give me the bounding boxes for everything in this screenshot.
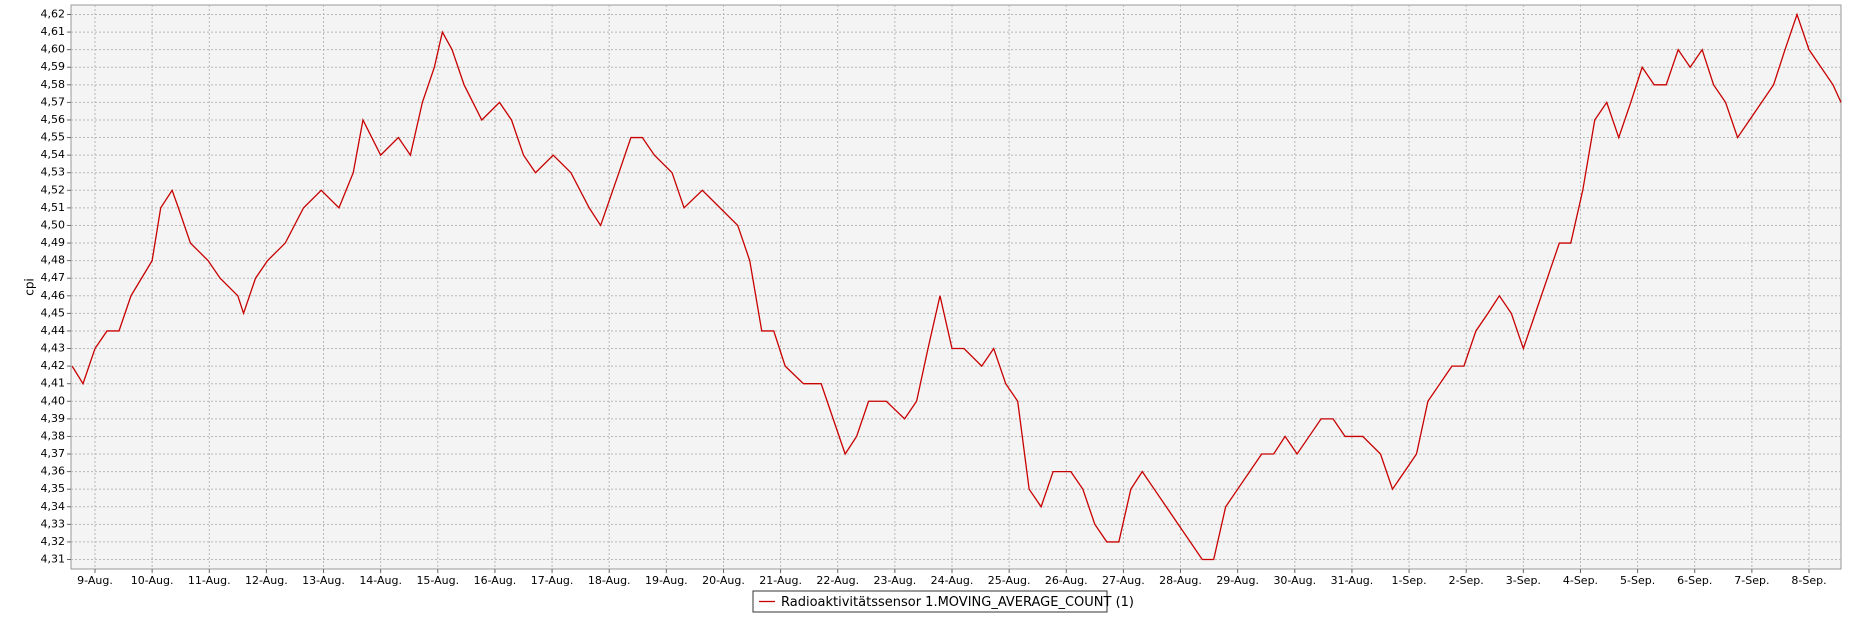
y-tick-label: 4,46 bbox=[41, 289, 66, 302]
y-tick-label: 4,62 bbox=[41, 7, 66, 20]
y-tick-label: 4,31 bbox=[41, 553, 66, 566]
x-tick-label: 25-Aug. bbox=[988, 574, 1031, 587]
x-tick-label: 4-Sep. bbox=[1563, 574, 1598, 587]
x-tick-label: 8-Sep. bbox=[1791, 574, 1826, 587]
x-tick-label: 22-Aug. bbox=[816, 574, 859, 587]
x-tick-label: 1-Sep. bbox=[1391, 574, 1426, 587]
y-tick-label: 4,36 bbox=[41, 465, 66, 478]
y-tick-label: 4,49 bbox=[41, 236, 66, 249]
x-tick-label: 9-Aug. bbox=[77, 574, 113, 587]
x-tick-label: 16-Aug. bbox=[474, 574, 517, 587]
y-tick-label: 4,37 bbox=[41, 447, 66, 460]
x-tick-label: 20-Aug. bbox=[702, 574, 745, 587]
y-tick-label: 4,48 bbox=[41, 254, 66, 267]
y-tick-label: 4,32 bbox=[41, 535, 66, 548]
data-line bbox=[71, 12, 1842, 561]
x-tick-label: 3-Sep. bbox=[1506, 574, 1541, 587]
y-tick-label: 4,40 bbox=[41, 394, 66, 407]
y-tick-label: 4,60 bbox=[41, 43, 66, 56]
x-tick-label: 23-Aug. bbox=[874, 574, 917, 587]
x-tick-label: 2-Sep. bbox=[1449, 574, 1484, 587]
legend-label: Radioaktivitätssensor 1.MOVING_AVERAGE_C… bbox=[781, 595, 1134, 610]
y-tick-label: 4,47 bbox=[41, 271, 66, 284]
x-tick-label: 26-Aug. bbox=[1045, 574, 1088, 587]
x-tick-label: 10-Aug. bbox=[131, 574, 174, 587]
y-tick-label: 4,50 bbox=[41, 218, 66, 231]
y-tick-label: 4,38 bbox=[41, 429, 66, 442]
y-tick-label: 4,55 bbox=[41, 131, 66, 144]
x-tick-label: 24-Aug. bbox=[931, 574, 974, 587]
x-tick-label: 12-Aug. bbox=[245, 574, 288, 587]
y-tick-label: 4,45 bbox=[41, 306, 66, 319]
x-tick-label: 28-Aug. bbox=[1159, 574, 1202, 587]
y-tick-label: 4,42 bbox=[41, 359, 66, 372]
y-tick-label: 4,35 bbox=[41, 482, 66, 495]
x-tick-label: 11-Aug. bbox=[188, 574, 231, 587]
y-tick-label: 4,57 bbox=[41, 95, 66, 108]
y-tick-label: 4,59 bbox=[41, 60, 66, 73]
y-tick-label: 4,61 bbox=[41, 25, 66, 38]
y-axis-label: cpi bbox=[23, 278, 37, 296]
y-tick-label: 4,54 bbox=[41, 148, 66, 161]
y-tick-label: 4,33 bbox=[41, 517, 66, 530]
y-tick-label: 4,51 bbox=[41, 201, 66, 214]
y-tick-label: 4,41 bbox=[41, 377, 66, 390]
y-tick-label: 4,34 bbox=[41, 500, 66, 513]
x-tick-label: 19-Aug. bbox=[645, 574, 688, 587]
x-tick-label: 29-Aug. bbox=[1216, 574, 1259, 587]
y-tick-label: 4,56 bbox=[41, 113, 66, 126]
x-tick-label: 14-Aug. bbox=[359, 574, 402, 587]
y-tick-label: 4,39 bbox=[41, 412, 66, 425]
x-tick-label: 27-Aug. bbox=[1102, 574, 1145, 587]
x-tick-label: 5-Sep. bbox=[1620, 574, 1655, 587]
x-tick-label: 21-Aug. bbox=[759, 574, 802, 587]
x-tick-label: 18-Aug. bbox=[588, 574, 631, 587]
y-tick-label: 4,53 bbox=[41, 166, 66, 179]
x-tick-label: 15-Aug. bbox=[416, 574, 459, 587]
x-tick-label: 30-Aug. bbox=[1273, 574, 1316, 587]
legend-box bbox=[752, 590, 1108, 613]
x-tick-label: 13-Aug. bbox=[302, 574, 345, 587]
plot-area bbox=[70, 4, 1842, 570]
x-tick-label: 31-Aug. bbox=[1331, 574, 1374, 587]
y-tick-label: 4,43 bbox=[41, 342, 66, 355]
x-tick-label: 6-Sep. bbox=[1677, 574, 1712, 587]
y-tick-label: 4,58 bbox=[41, 78, 66, 91]
y-tick-label: 4,44 bbox=[41, 324, 66, 337]
y-tick-label: 4,52 bbox=[41, 183, 66, 196]
x-tick-label: 17-Aug. bbox=[531, 574, 574, 587]
x-tick-label: 7-Sep. bbox=[1734, 574, 1769, 587]
